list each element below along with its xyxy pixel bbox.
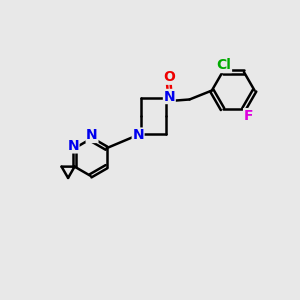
Text: Cl: Cl [217,58,231,73]
Text: N: N [86,128,98,142]
Text: O: O [163,70,175,84]
Text: N: N [67,139,79,153]
Text: N: N [164,89,175,103]
Text: N: N [132,128,144,142]
Text: F: F [244,109,253,123]
